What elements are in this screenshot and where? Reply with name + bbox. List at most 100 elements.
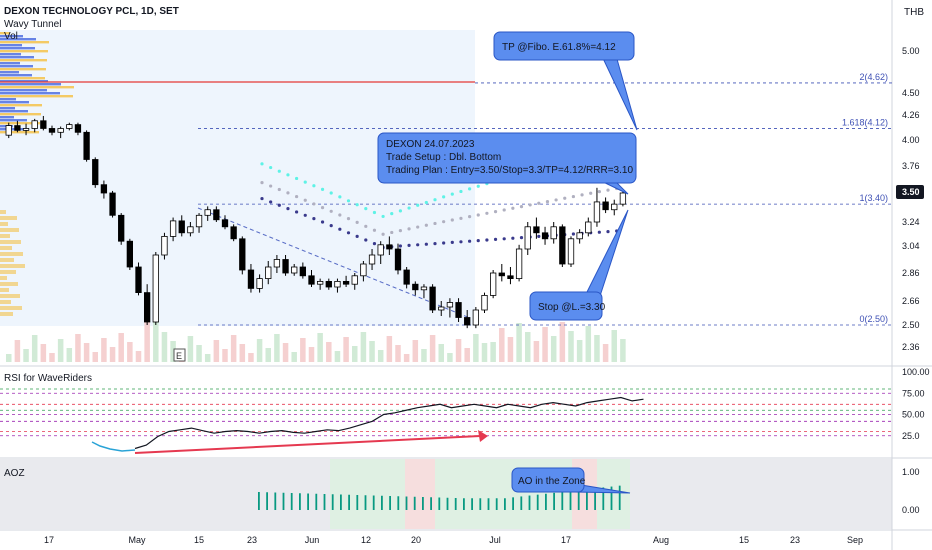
tunnel-dot-bottom xyxy=(450,240,454,244)
candle-body xyxy=(282,259,289,274)
volume-bar xyxy=(611,330,617,362)
volume-profile-bar xyxy=(0,210,6,214)
volume-profile-bar xyxy=(0,122,40,125)
volume-bar xyxy=(213,340,220,362)
candle-body xyxy=(195,214,203,228)
volume-profile-bar xyxy=(0,98,16,101)
volume-profile-bar xyxy=(0,240,21,244)
candle-body xyxy=(576,232,583,240)
candle-body xyxy=(48,128,56,133)
tunnel-dot-bottom xyxy=(459,240,463,244)
aoz-bar xyxy=(495,498,498,510)
volume-profile-bar xyxy=(0,288,9,292)
time-label: 15 xyxy=(739,535,749,545)
volume-profile-bar xyxy=(0,222,8,226)
candle-body xyxy=(342,280,350,285)
candle-body xyxy=(455,302,462,318)
currency-label: THB xyxy=(904,7,924,18)
volume-bar xyxy=(326,342,332,362)
tunnel-dot-top xyxy=(286,173,290,177)
volume-bar xyxy=(40,344,47,362)
volume-profile-bar xyxy=(0,234,10,238)
volume-profile-bar xyxy=(0,77,45,80)
tunnel-dot-mid xyxy=(329,209,333,213)
volume-bar xyxy=(196,345,202,362)
tunnel-dot-mid xyxy=(398,229,402,233)
candle-body xyxy=(92,159,99,186)
volume-bar xyxy=(490,342,496,362)
tunnel-dot-bottom xyxy=(277,203,281,207)
fib-label: 1.618(4.12) xyxy=(842,117,888,127)
volume-profile-bar xyxy=(0,71,19,74)
tunnel-dot-top xyxy=(364,207,368,211)
rsi-line-blue xyxy=(91,441,136,452)
tunnel-dot-bottom xyxy=(372,242,377,246)
rsi-tick-label: 25.0 xyxy=(902,431,920,441)
volume-bar xyxy=(576,340,583,362)
candle-body xyxy=(57,128,64,133)
ao-callout[interactable]: AO in the Zone xyxy=(511,467,631,494)
setup-callout[interactable]: DEXON 24.07.2023 Trade Setup : Dbl. Bott… xyxy=(377,132,637,195)
earnings-marker[interactable] xyxy=(173,348,186,362)
candle-body xyxy=(273,259,281,268)
rsi-tick-label: 100.00 xyxy=(902,367,930,377)
tunnel-dot-mid xyxy=(450,218,454,222)
tunnel-dot-top xyxy=(338,195,342,199)
candle-body xyxy=(135,266,142,294)
tunnel-dot-top xyxy=(442,195,446,199)
stop-callout[interactable]: Stop @L.=3.30 xyxy=(529,209,629,321)
candle-body xyxy=(351,275,358,285)
candle-body xyxy=(178,220,185,234)
volume-profile-bar xyxy=(0,128,26,131)
volume-bar xyxy=(542,327,548,362)
volume-profile-bar xyxy=(0,110,28,113)
volume-bar xyxy=(118,333,124,362)
tunnel-dot-top xyxy=(269,165,273,170)
tunnel-dot-bottom xyxy=(537,234,541,238)
volume-bar xyxy=(343,337,349,362)
volume-profile-bar xyxy=(0,47,35,50)
aoz-bar xyxy=(340,494,342,510)
volume-profile-bar xyxy=(0,35,23,38)
aoz-bar xyxy=(520,496,523,510)
volume-bar xyxy=(101,338,107,362)
aoz-bar xyxy=(422,497,424,510)
aoz-bar xyxy=(413,496,416,510)
tunnel-dot-top xyxy=(416,203,420,207)
stop-callout-box xyxy=(529,291,603,321)
volume-bar xyxy=(92,352,98,362)
aoz-bar xyxy=(536,494,539,510)
volume-profile-bar xyxy=(0,65,33,68)
price-tick-label: 3.76 xyxy=(902,161,920,171)
tunnel-dot-mid xyxy=(485,211,489,215)
volume-bar xyxy=(57,339,64,362)
tunnel-dot-mid xyxy=(312,202,316,206)
volume-bar xyxy=(75,334,81,362)
aoz-bar xyxy=(356,495,359,510)
volume-bar xyxy=(516,323,522,362)
aoz-bar xyxy=(364,495,367,510)
volume-bar xyxy=(153,316,159,362)
tunnel-dot-mid xyxy=(519,205,524,209)
aoz-bar xyxy=(479,498,482,510)
tp-callout-text: TP @Fibo. E.61.8%=4.12 xyxy=(502,42,616,53)
volume-bar xyxy=(300,338,306,362)
tp-callout[interactable]: TP @Fibo. E.61.8%=4.12 xyxy=(493,31,638,131)
candle-body xyxy=(429,286,436,311)
tunnel-dot-mid xyxy=(269,184,273,188)
candle-body xyxy=(66,124,73,129)
tunnel-dot-mid xyxy=(346,217,351,221)
candle-body xyxy=(118,214,125,242)
volume-bar xyxy=(161,332,168,362)
candle-body xyxy=(541,232,549,240)
volume-bar xyxy=(412,340,419,362)
volume-profile-bar xyxy=(0,312,13,316)
rsi-tick-label: 50.00 xyxy=(902,410,925,420)
time-label: Jul xyxy=(489,535,501,545)
price-tick-label: 3.04 xyxy=(902,241,920,251)
tunnel-dot-bottom xyxy=(519,236,524,240)
candle-body xyxy=(593,201,601,223)
tunnel-dot-mid xyxy=(295,194,299,199)
candle-body xyxy=(230,226,237,240)
aoz-bar xyxy=(331,494,334,510)
